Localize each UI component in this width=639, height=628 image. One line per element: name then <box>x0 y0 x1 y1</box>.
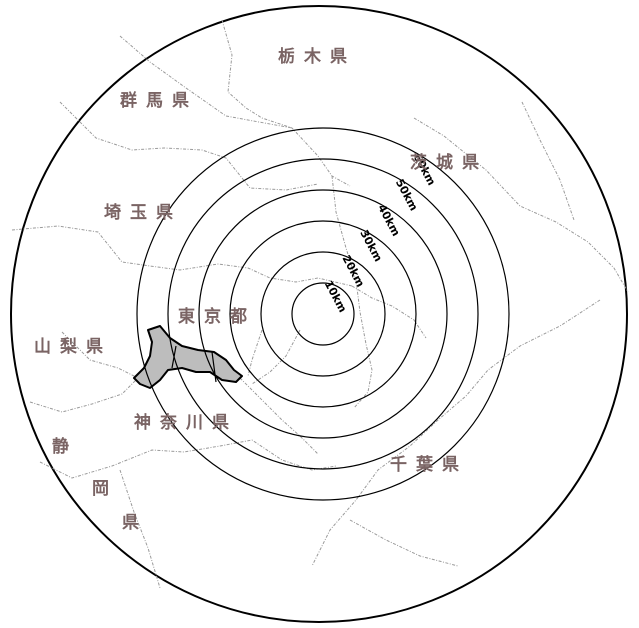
distance-rings <box>136 127 510 501</box>
border-line <box>251 329 301 385</box>
distance-ring-40km <box>198 189 448 439</box>
border-line <box>61 331 139 379</box>
prefecture-label-gunma: 群馬県 <box>120 90 198 111</box>
border-line <box>11 225 353 287</box>
border-line <box>29 377 139 413</box>
border-line <box>119 469 161 589</box>
distance-ring-20km <box>260 251 386 377</box>
prefecture-label-ibaraki: 茨城県 <box>410 152 488 173</box>
prefecture-label-kanagawa: 神奈川県 <box>134 412 238 433</box>
prefecture-label-yamanashi: 山梨県 <box>34 336 112 357</box>
border-line <box>119 35 293 129</box>
prefecture-labels: 栃木県 群馬県 茨城県 埼玉県 東京都 山梨県 神奈川県 千葉県 静岡県 <box>34 46 488 533</box>
prefecture-label-chiba: 千葉県 <box>390 454 468 475</box>
border-line <box>351 285 427 339</box>
prefecture-label-tokyo: 東京都 <box>178 306 256 327</box>
prefecture-label-tochigi: 栃木県 <box>278 46 356 67</box>
border-line <box>239 377 319 455</box>
distance-ring-30km <box>229 220 417 408</box>
distance-ring-50km <box>167 158 479 470</box>
distance-ring-10km <box>291 282 355 346</box>
prefecture-label-shizuoka: 静岡県 <box>52 436 139 533</box>
border-line <box>413 117 629 293</box>
prefecture-label-saitama: 埼玉県 <box>104 202 182 223</box>
border-line <box>521 101 575 221</box>
distance-ring-60km <box>136 127 510 501</box>
border-line <box>349 519 459 567</box>
border-line <box>39 439 337 479</box>
border-line <box>311 299 601 567</box>
border-line <box>221 19 351 187</box>
border-line <box>59 101 319 191</box>
map-frame-circle <box>10 5 628 623</box>
